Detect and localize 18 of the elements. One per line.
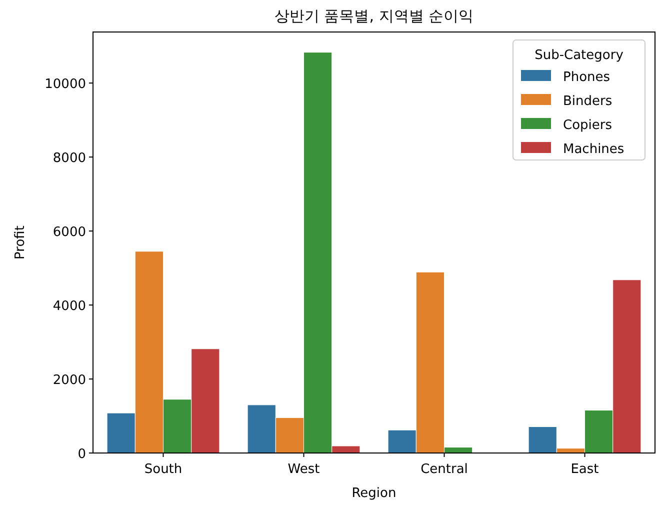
y-tick-label: 10000 xyxy=(44,77,86,92)
legend-label: Copiers xyxy=(563,118,612,133)
x-tick-label: Central xyxy=(420,462,468,477)
chart-title: 상반기 품목별, 지역별 순이익 xyxy=(274,7,474,25)
legend-title: Sub-Category xyxy=(534,48,624,63)
legend-label: Machines xyxy=(563,142,624,157)
y-tick-label: 4000 xyxy=(52,299,86,314)
legend-label: Phones xyxy=(563,70,610,85)
y-tick-label: 6000 xyxy=(52,225,86,240)
y-tick-label: 0 xyxy=(78,447,86,462)
y-tick-label: 2000 xyxy=(52,373,86,388)
y-tick-label: 8000 xyxy=(52,151,86,166)
x-tick-label: South xyxy=(144,462,182,477)
y-axis-title: Profit xyxy=(13,226,28,260)
x-axis-title: Region xyxy=(352,486,396,501)
x-tick-label: West xyxy=(288,462,320,477)
legend-label: Binders xyxy=(563,94,612,109)
x-tick-label: East xyxy=(570,462,599,477)
